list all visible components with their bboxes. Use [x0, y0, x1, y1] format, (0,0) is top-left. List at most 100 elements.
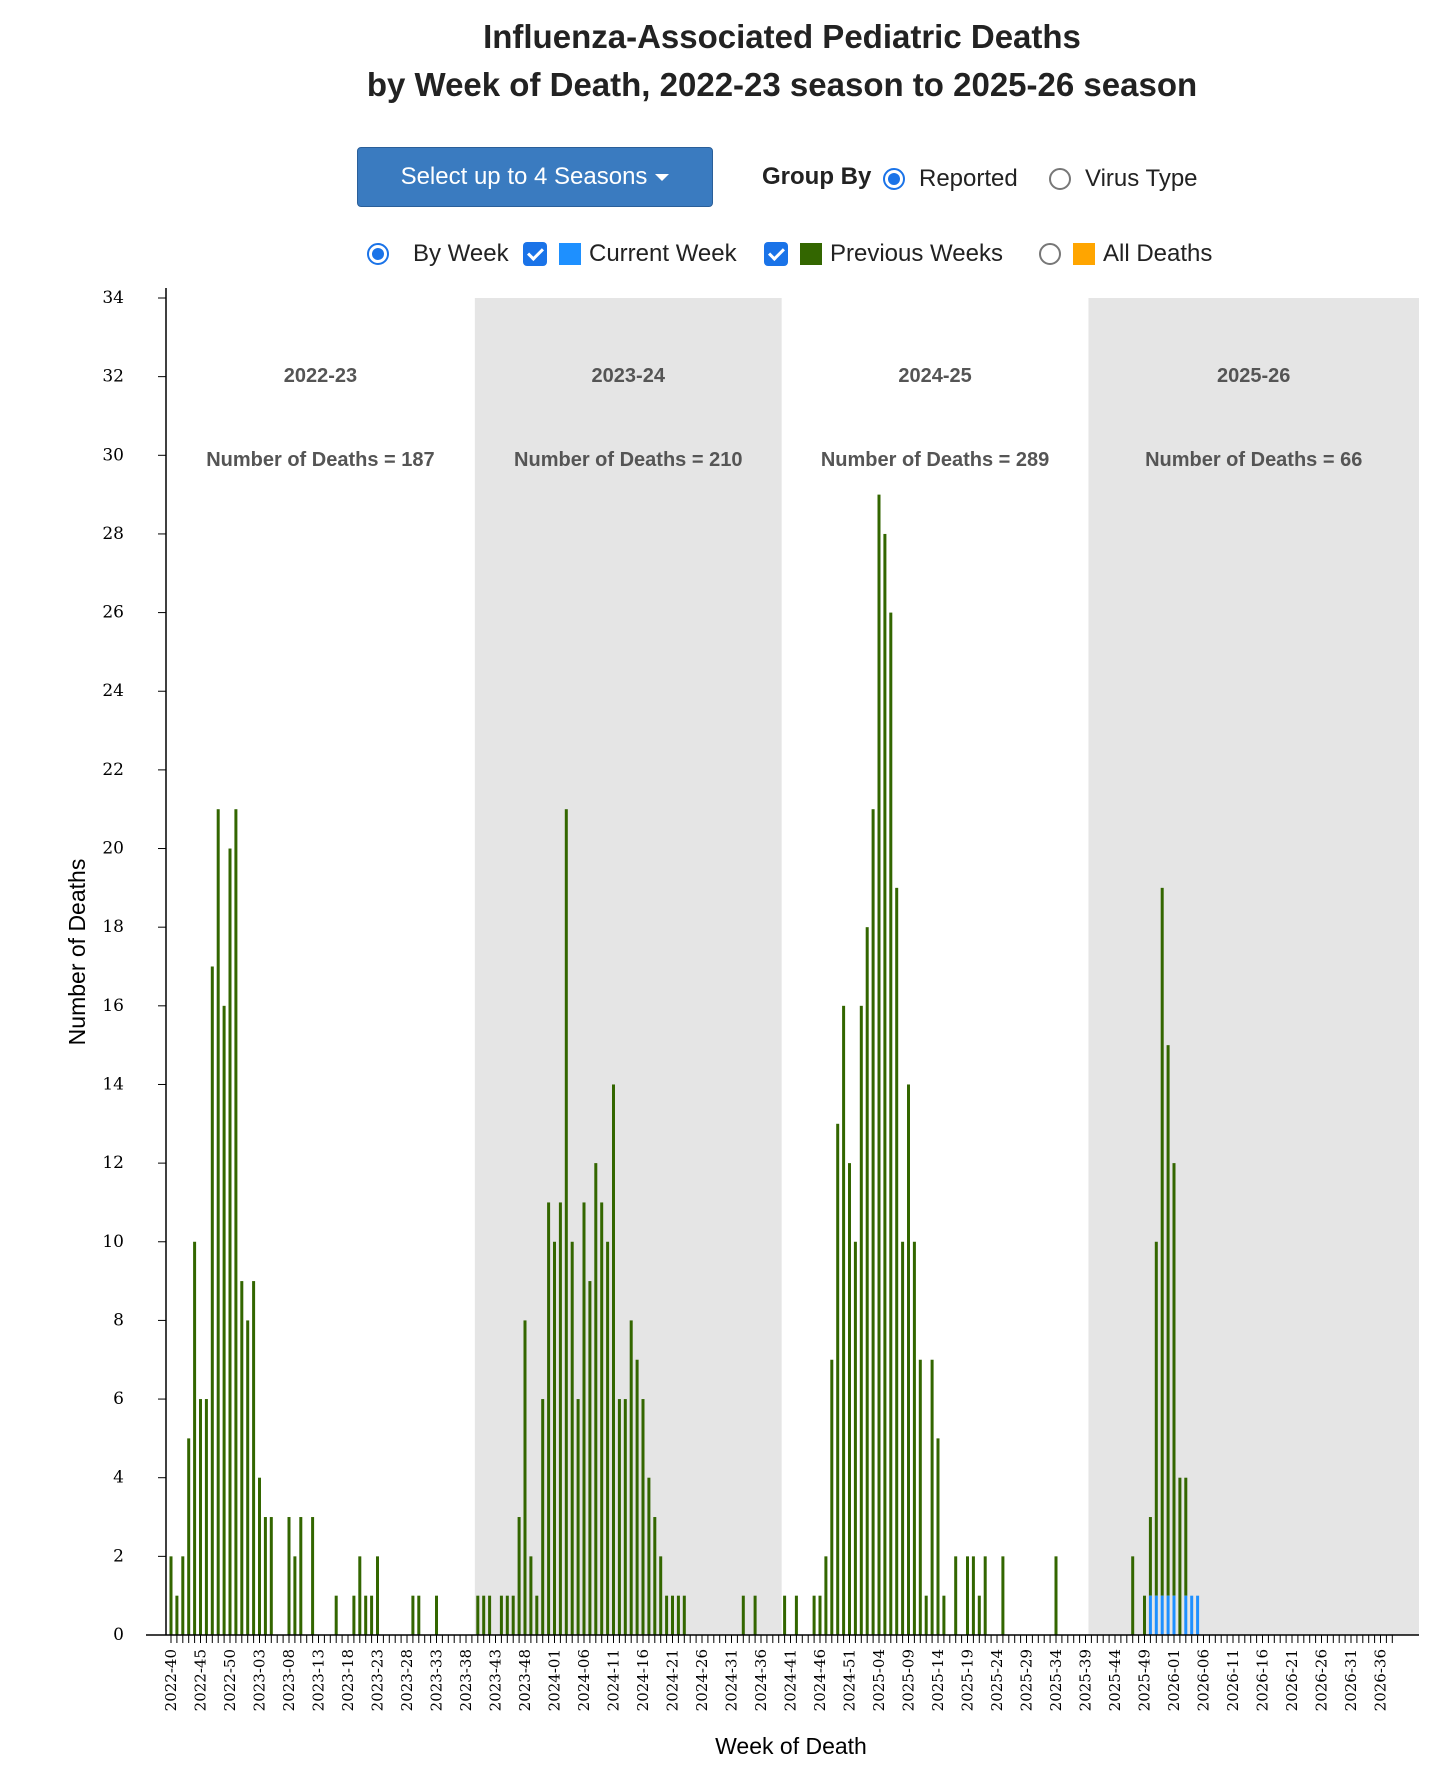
bar-previous-weeks: [842, 1005, 846, 1635]
bar-previous-weeks: [1001, 1556, 1005, 1635]
season-label-2024-25: 2024-25: [898, 365, 971, 387]
y-tick-label: 8: [113, 1310, 124, 1330]
bar-previous-weeks: [877, 494, 881, 1635]
season-label-2025-26: 2025-26: [1217, 365, 1290, 387]
group-by-virus-type-radio[interactable]: [1049, 168, 1071, 190]
bar-previous-weeks: [612, 1084, 615, 1635]
x-tick-label: 2023-13: [310, 1649, 328, 1711]
bar-previous-weeks: [576, 1399, 580, 1635]
bar-previous-weeks: [246, 1320, 250, 1635]
bar-previous-weeks: [936, 1438, 940, 1635]
all-deaths-radio[interactable]: [1039, 243, 1061, 265]
x-tick-label: 2023-38: [457, 1649, 475, 1711]
bar-previous-weeks: [830, 1359, 834, 1635]
previous-weeks-label: Previous Weeks: [830, 240, 1003, 267]
bar-current-week: [1148, 1595, 1152, 1635]
bar-previous-weeks: [818, 1595, 822, 1635]
x-tick-label: 2023-03: [251, 1649, 269, 1711]
y-tick-label: 0: [113, 1625, 124, 1645]
current-week-checkbox[interactable]: [523, 242, 547, 266]
bar-previous-weeks: [505, 1595, 509, 1635]
y-tick-label: 4: [113, 1468, 124, 1488]
previous-weeks-toggle[interactable]: Previous Weeks: [764, 240, 1003, 268]
bar-previous-weeks: [594, 1163, 598, 1635]
bar-previous-weeks: [671, 1595, 674, 1635]
x-tick-label: 2025-09: [900, 1649, 918, 1711]
bar-previous-weeks: [564, 809, 568, 1635]
bar-previous-weeks: [912, 1241, 916, 1635]
y-tick-label: 2: [113, 1546, 124, 1566]
bar-previous-weeks: [812, 1595, 816, 1635]
x-tick-label: 2023-43: [487, 1649, 505, 1711]
bar-previous-weeks: [193, 1241, 197, 1635]
bar-previous-weeks: [222, 1005, 226, 1635]
by-week-label: By Week: [413, 240, 509, 267]
bar-previous-weeks: [665, 1595, 669, 1635]
bar-current-week: [1190, 1595, 1194, 1635]
bar-previous-weeks: [753, 1595, 757, 1635]
bar-previous-weeks: [488, 1595, 492, 1635]
current-week-toggle[interactable]: Current Week: [523, 240, 737, 268]
season-summary-2022-23: Number of Deaths = 187: [206, 449, 434, 471]
season-label-2023-24: 2023-24: [592, 365, 666, 387]
bar-previous-weeks: [1172, 1163, 1176, 1596]
x-tick-label: 2023-28: [398, 1649, 416, 1711]
x-tick-label: 2023-23: [369, 1649, 387, 1711]
y-tick-label: 12: [102, 1153, 124, 1173]
bar-previous-weeks: [783, 1595, 787, 1635]
select-seasons-label: Select up to 4 Seasons: [400, 163, 648, 190]
bar-previous-weeks: [511, 1595, 515, 1635]
bar-current-week: [1166, 1595, 1170, 1635]
y-tick-label: 28: [102, 524, 124, 544]
x-tick-label: 2024-31: [723, 1649, 741, 1711]
group-by-virus-type-label: Virus Type: [1085, 165, 1198, 192]
group-by-label: Group By: [762, 163, 872, 190]
bar-previous-weeks: [293, 1556, 297, 1635]
bar-previous-weeks: [482, 1595, 486, 1635]
bar-previous-weeks: [1143, 1595, 1146, 1635]
group-by-reported-option[interactable]: Reported: [883, 165, 1018, 193]
x-axis-title: Week of Death: [715, 1733, 867, 1759]
bar-current-week: [1172, 1595, 1176, 1635]
x-tick-label: 2023-08: [280, 1649, 298, 1711]
x-tick-label: 2026-06: [1195, 1649, 1213, 1711]
season-label-2022-23: 2022-23: [284, 365, 357, 387]
bar-previous-weeks: [364, 1595, 368, 1635]
bar-previous-weeks: [1154, 1241, 1158, 1596]
previous-weeks-checkbox[interactable]: [764, 242, 788, 266]
all-deaths-option[interactable]: All Deaths: [1039, 240, 1212, 268]
bar-previous-weeks: [629, 1320, 633, 1635]
bar-previous-weeks: [824, 1556, 828, 1635]
bar-previous-weeks: [1166, 1045, 1170, 1596]
select-seasons-button[interactable]: Select up to 4 Seasons: [357, 147, 713, 207]
x-tick-label: 2024-36: [752, 1649, 770, 1711]
bar-previous-weeks: [836, 1123, 840, 1635]
x-tick-label: 2025-19: [959, 1649, 977, 1711]
bar-previous-weeks: [859, 1005, 863, 1635]
current-week-label: Current Week: [589, 240, 737, 267]
x-tick-label: 2026-36: [1372, 1649, 1390, 1711]
y-tick-label: 14: [102, 1074, 124, 1094]
by-week-radio[interactable]: [367, 243, 389, 265]
bar-previous-weeks: [942, 1595, 946, 1635]
group-by-reported-radio[interactable]: [883, 168, 905, 190]
bar-previous-weeks: [269, 1517, 273, 1635]
group-by-virus-type-option[interactable]: Virus Type: [1049, 165, 1198, 193]
bar-previous-weeks: [635, 1359, 639, 1635]
bar-previous-weeks: [1148, 1517, 1152, 1596]
bar-previous-weeks: [924, 1595, 928, 1635]
by-week-option[interactable]: By Week: [367, 240, 509, 268]
bar-previous-weeks: [966, 1556, 969, 1635]
bar-previous-weeks: [547, 1202, 551, 1635]
bar-previous-weeks: [228, 848, 232, 1635]
bar-previous-weeks: [895, 887, 899, 1635]
season-summary-2025-26: Number of Deaths = 66: [1145, 449, 1362, 471]
group-by-reported-label: Reported: [919, 165, 1018, 192]
season-summary-2024-25: Number of Deaths = 289: [821, 449, 1049, 471]
x-tick-label: 2025-49: [1136, 1649, 1154, 1711]
bar-previous-weeks: [499, 1595, 503, 1635]
x-tick-label: 2025-29: [1018, 1649, 1036, 1711]
bar-previous-weeks: [954, 1556, 958, 1635]
x-tick-label: 2025-39: [1077, 1649, 1095, 1711]
